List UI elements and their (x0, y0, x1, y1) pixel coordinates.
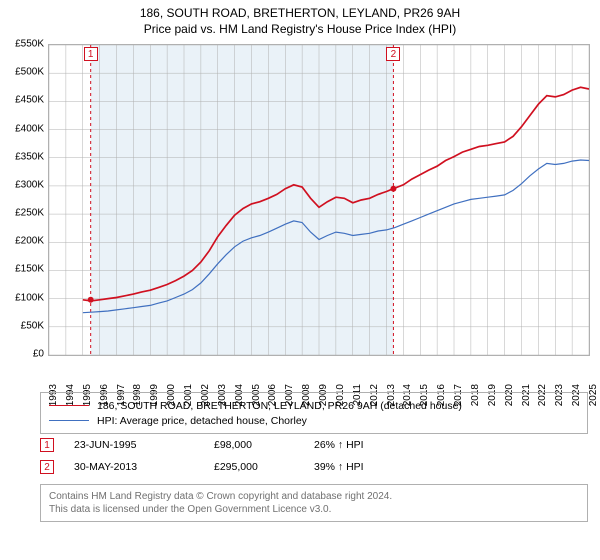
y-tick-label: £300K (15, 179, 44, 190)
chart-subtitle: Price paid vs. HM Land Registry's House … (0, 22, 600, 36)
marker-row: 2 30-MAY-2013 £295,000 39% ↑ HPI (40, 456, 588, 478)
chart-marker-badge: 2 (386, 47, 400, 61)
marker-pct: 39% ↑ HPI (314, 461, 414, 473)
chart-title: 186, SOUTH ROAD, BRETHERTON, LEYLAND, PR… (0, 6, 600, 20)
x-axis-labels: 1993199419951996199719981999200020012002… (48, 356, 588, 386)
legend: 186, SOUTH ROAD, BRETHERTON, LEYLAND, PR… (40, 392, 588, 434)
marker-price: £98,000 (214, 439, 314, 451)
footer-line: Contains HM Land Registry data © Crown c… (49, 490, 579, 503)
marker-row: 1 23-JUN-1995 £98,000 26% ↑ HPI (40, 434, 588, 456)
title-block: 186, SOUTH ROAD, BRETHERTON, LEYLAND, PR… (0, 0, 600, 36)
marker-date: 30-MAY-2013 (74, 461, 214, 473)
y-tick-label: £50K (21, 320, 44, 331)
y-tick-label: £150K (15, 264, 44, 275)
legend-label: HPI: Average price, detached house, Chor… (97, 415, 307, 427)
plot-area: 12 (48, 44, 590, 356)
legend-label: 186, SOUTH ROAD, BRETHERTON, LEYLAND, PR… (97, 400, 462, 412)
legend-swatch (49, 405, 89, 407)
chart-marker-badge: 1 (84, 47, 98, 61)
marker-date: 23-JUN-1995 (74, 439, 214, 451)
marker-price: £295,000 (214, 461, 314, 473)
y-axis-labels: £0£50K£100K£150K£200K£250K£300K£350K£400… (0, 44, 46, 354)
marker-badge: 1 (40, 438, 54, 452)
y-tick-label: £0 (33, 349, 44, 360)
marker-list: 1 23-JUN-1995 £98,000 26% ↑ HPI 2 30-MAY… (40, 434, 588, 478)
legend-item-property: 186, SOUTH ROAD, BRETHERTON, LEYLAND, PR… (49, 398, 579, 413)
y-tick-label: £100K (15, 292, 44, 303)
y-tick-label: £550K (15, 39, 44, 50)
legend-swatch (49, 420, 89, 421)
marker-badge: 2 (40, 460, 54, 474)
y-tick-label: £250K (15, 208, 44, 219)
y-tick-label: £400K (15, 123, 44, 134)
legend-item-hpi: HPI: Average price, detached house, Chor… (49, 413, 579, 428)
y-tick-label: £350K (15, 151, 44, 162)
y-tick-label: £450K (15, 95, 44, 106)
y-tick-label: £500K (15, 67, 44, 78)
chart-container: 186, SOUTH ROAD, BRETHERTON, LEYLAND, PR… (0, 0, 600, 560)
footer: Contains HM Land Registry data © Crown c… (40, 484, 588, 522)
plot-svg (49, 45, 589, 355)
marker-pct: 26% ↑ HPI (314, 439, 414, 451)
x-tick-label: 2025 (588, 384, 599, 406)
y-tick-label: £200K (15, 236, 44, 247)
footer-line: This data is licensed under the Open Gov… (49, 503, 579, 516)
